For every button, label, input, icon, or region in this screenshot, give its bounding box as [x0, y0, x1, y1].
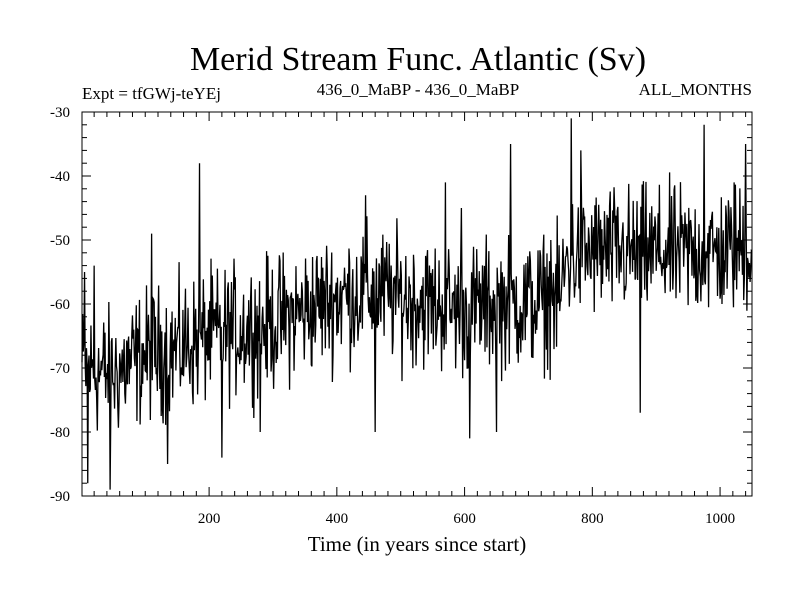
experiment-label: Expt = tfGWj-teYEj — [82, 84, 221, 103]
y-tick-label: -60 — [50, 297, 70, 313]
y-axis-ticks: -30 -40 -50 -60 -70 -80 -90 — [50, 105, 752, 505]
chart-title: Merid Stream Func. Atlantic (Sv) — [190, 41, 646, 78]
months-label: ALL_MONTHS — [639, 80, 752, 99]
series-line — [81, 118, 753, 490]
x-tick-label: 200 — [198, 511, 221, 527]
series-layer — [81, 118, 753, 490]
y-tick-label: -80 — [50, 425, 70, 441]
x-tick-label: 600 — [453, 511, 476, 527]
y-tick-label: -50 — [50, 233, 70, 249]
y-tick-label: -70 — [50, 361, 70, 377]
y-tick-label: -30 — [50, 105, 70, 121]
x-tick-label: 800 — [581, 511, 604, 527]
x-axis-label: Time (in years since start) — [308, 532, 527, 556]
plot-frame — [81, 111, 753, 497]
y-tick-label: -40 — [50, 169, 70, 185]
x-tick-label: 1000 — [705, 511, 735, 527]
x-axis-ticks: 200 400 600 800 1000 — [93, 112, 747, 527]
period-label: 436_0_MaBP - 436_0_MaBP — [317, 80, 519, 99]
y-tick-label: -90 — [50, 489, 70, 505]
x-tick-label: 400 — [326, 511, 349, 527]
